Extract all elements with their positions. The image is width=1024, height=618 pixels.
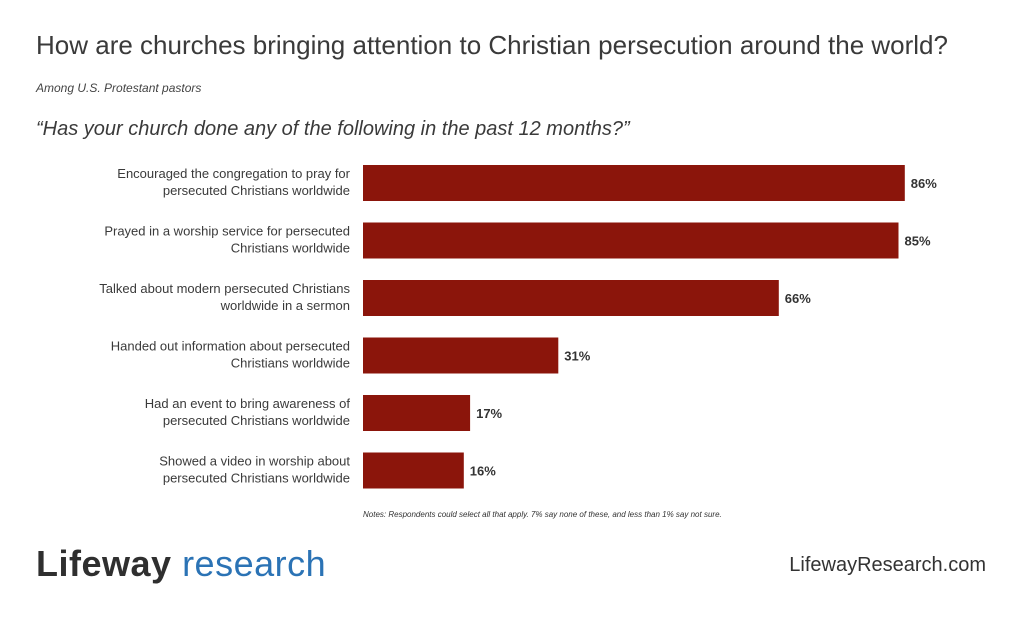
survey-question: “Has your church done any of the followi… <box>36 118 630 140</box>
value-label-6: 16% <box>470 464 496 479</box>
category-label-2: Prayed in a worship service for persecut… <box>104 224 350 256</box>
bar-5 <box>363 395 471 431</box>
lifeway-research-logo: Lifeway research <box>36 543 326 585</box>
bar-6 <box>363 452 464 489</box>
chart-subtitle: Among U.S. Protestant pastors <box>36 81 202 95</box>
chart-notes: Notes: Respondents could select all that… <box>363 510 722 519</box>
chart-title: How are churches bringing attention to C… <box>36 30 948 60</box>
category-label-6: Showed a video in worship about persecute… <box>159 454 350 486</box>
bar-3 <box>363 280 779 316</box>
bar-1 <box>363 165 905 201</box>
value-label-4: 31% <box>564 349 590 364</box>
value-label-3: 66% <box>785 291 811 306</box>
logo-word-research: research <box>182 543 327 584</box>
bar-2 <box>363 222 899 259</box>
logo-word-lifeway: Lifeway <box>36 543 172 584</box>
bar-4 <box>363 337 559 374</box>
value-label-5: 17% <box>476 406 502 421</box>
category-label-4: Handed out information about persecuted C… <box>111 339 350 371</box>
website-link[interactable]: LifewayResearch.com <box>789 554 986 576</box>
bar-chart: 86% Encouraged the congregation to pray f… <box>99 165 937 489</box>
value-label-1: 86% <box>911 176 937 191</box>
category-label-1: Encouraged the congregation to pray for p… <box>117 166 350 198</box>
value-label-2: 85% <box>905 234 931 249</box>
category-label-5: Had an event to bring awareness of persec… <box>145 396 351 428</box>
category-label-3: Talked about modern persecuted Christian… <box>99 281 350 313</box>
